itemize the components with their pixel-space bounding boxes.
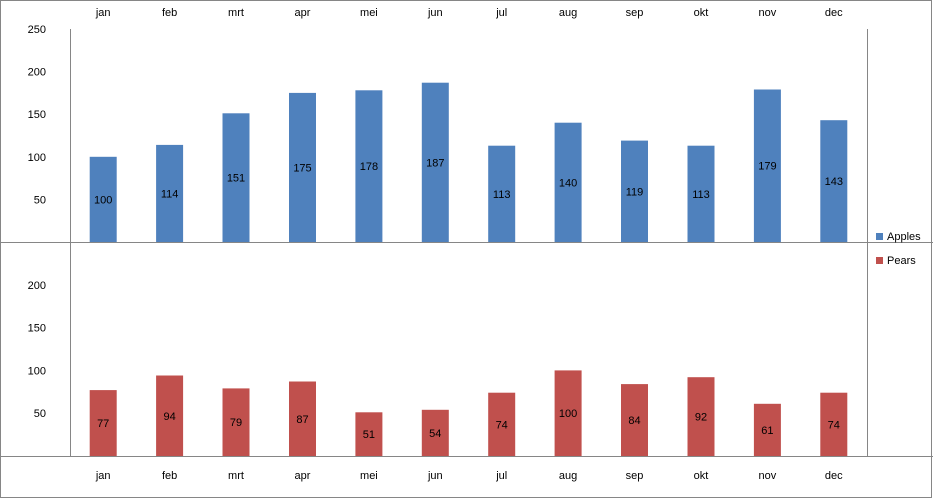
- x-tick-label-top-dec: dec: [825, 7, 843, 19]
- x-tick-label-top-jul: jul: [495, 7, 507, 19]
- y-tick-label-pears: 200: [28, 280, 46, 292]
- bars: [89, 82, 848, 456]
- bar-pears-jan: [89, 390, 117, 456]
- legend-label-pears: Pears: [887, 255, 916, 267]
- x-tick-label-bottom-jan: jan: [95, 470, 111, 482]
- y-tick-label-apples: 200: [28, 67, 46, 79]
- x-tick-label-bottom-mrt: mrt: [228, 470, 244, 482]
- data-label-pears-feb: 94: [163, 411, 175, 423]
- data-label-apples-apr: 175: [293, 162, 311, 174]
- data-label-pears-jan: 77: [97, 418, 109, 430]
- bar-pears-mrt: [222, 388, 250, 456]
- data-label-pears-sep: 84: [628, 415, 640, 427]
- data-label-apples-mrt: 151: [227, 173, 245, 185]
- bar-apples-dec: [820, 120, 848, 242]
- data-label-apples-okt: 113: [692, 189, 710, 201]
- x-tick-label-bottom-mei: mei: [360, 470, 378, 482]
- bar-apples-jan: [89, 156, 117, 242]
- y-tick-label-pears: 150: [28, 323, 46, 335]
- data-label-apples-feb: 114: [161, 188, 179, 200]
- bar-pears-okt: [687, 377, 715, 456]
- data-label-apples-jun: 187: [426, 157, 444, 169]
- data-label-apples-nov: 179: [758, 161, 776, 173]
- data-label-apples-mei: 178: [360, 161, 378, 173]
- data-label-pears-aug: 100: [559, 408, 577, 420]
- plot-frames: [0, 29, 933, 457]
- bar-apples-aug: [554, 122, 582, 242]
- legend: Apples Pears: [876, 231, 921, 267]
- bar-pears-aug: [554, 370, 582, 456]
- data-label-pears-dec: 74: [828, 419, 840, 431]
- bar-apples-mei: [355, 90, 383, 242]
- bar-pears-jun: [421, 409, 449, 456]
- x-tick-label-bottom-dec: dec: [825, 470, 843, 482]
- data-label-pears-apr: 87: [296, 414, 308, 426]
- bar-pears-feb: [156, 375, 184, 456]
- bar-apples-apr: [289, 92, 316, 243]
- data-label-apples-jul: 113: [493, 189, 511, 201]
- data-label-apples-jan: 100: [94, 194, 112, 206]
- x-tick-label-bottom-apr: apr: [295, 470, 311, 482]
- x-tick-label-bottom-jun: jun: [427, 470, 443, 482]
- data-label-apples-dec: 143: [825, 176, 843, 188]
- legend-swatch-pears: [876, 257, 883, 264]
- y-tick-label-apples: 150: [28, 109, 46, 121]
- bar-pears-jul: [488, 392, 516, 456]
- legend-swatch-apples: [876, 233, 883, 240]
- x-tick-label-top-sep: sep: [626, 7, 644, 19]
- data-label-pears-mei: 51: [363, 429, 375, 441]
- data-label-pears-nov: 61: [761, 425, 773, 437]
- x-tick-label-bottom-okt: okt: [694, 470, 709, 482]
- y-tick-label-apples: 50: [34, 194, 46, 206]
- x-tick-label-bottom-sep: sep: [626, 470, 644, 482]
- legend-label-apples: Apples: [887, 231, 921, 243]
- bar-apples-jul: [488, 145, 516, 242]
- data-label-apples-aug: 140: [559, 177, 577, 189]
- y-tick-label-pears: 100: [28, 365, 46, 377]
- bar-apples-jun: [421, 82, 449, 242]
- bar-apples-feb: [156, 144, 184, 242]
- bar-apples-nov: [753, 89, 781, 242]
- data-label-pears-jul: 74: [496, 419, 508, 431]
- x-tick-label-bottom-jul: jul: [495, 470, 507, 482]
- data-label-apples-sep: 119: [626, 186, 644, 198]
- y-tick-label-apples: 250: [28, 24, 46, 36]
- bar-labels: 100 114 151 175 178 187 113 140 119 113 179 143 77 94…: [94, 157, 843, 441]
- x-tick-label-bottom-feb: feb: [162, 470, 177, 482]
- x-tick-label-top-feb: feb: [162, 7, 177, 19]
- x-tick-label-top-apr: apr: [295, 7, 311, 19]
- bar-pears-mei: [355, 412, 383, 456]
- x-tick-label-top-okt: okt: [694, 7, 709, 19]
- x-tick-label-top-jun: jun: [427, 7, 443, 19]
- x-tick-label-top-mrt: mrt: [228, 7, 244, 19]
- bar-pears-apr: [289, 381, 316, 456]
- bar-pears-sep: [621, 384, 648, 456]
- category-labels: jan jan feb feb mrt mrt apr apr mei mei jun jun jul j…: [95, 7, 843, 482]
- bar-pears-nov: [753, 403, 781, 456]
- x-tick-label-top-jan: jan: [95, 7, 111, 19]
- y-tick-label-pears: 50: [34, 408, 46, 420]
- axis-ticks: 50 100 150 200 250 50 100 150 200: [28, 24, 46, 420]
- x-tick-label-bottom-aug: aug: [559, 470, 577, 482]
- bar-apples-okt: [687, 145, 715, 242]
- bar-apples-mrt: [222, 113, 250, 242]
- y-tick-label-apples: 100: [28, 152, 46, 164]
- data-label-pears-okt: 92: [695, 412, 707, 424]
- x-tick-label-top-mei: mei: [360, 7, 378, 19]
- x-tick-label-bottom-nov: nov: [759, 470, 777, 482]
- data-label-pears-mrt: 79: [230, 417, 242, 429]
- data-label-pears-jun: 54: [429, 428, 441, 440]
- x-tick-label-top-aug: aug: [559, 7, 577, 19]
- bar-apples-sep: [621, 140, 648, 242]
- x-tick-label-top-nov: nov: [759, 7, 777, 19]
- bar-pears-dec: [820, 392, 848, 456]
